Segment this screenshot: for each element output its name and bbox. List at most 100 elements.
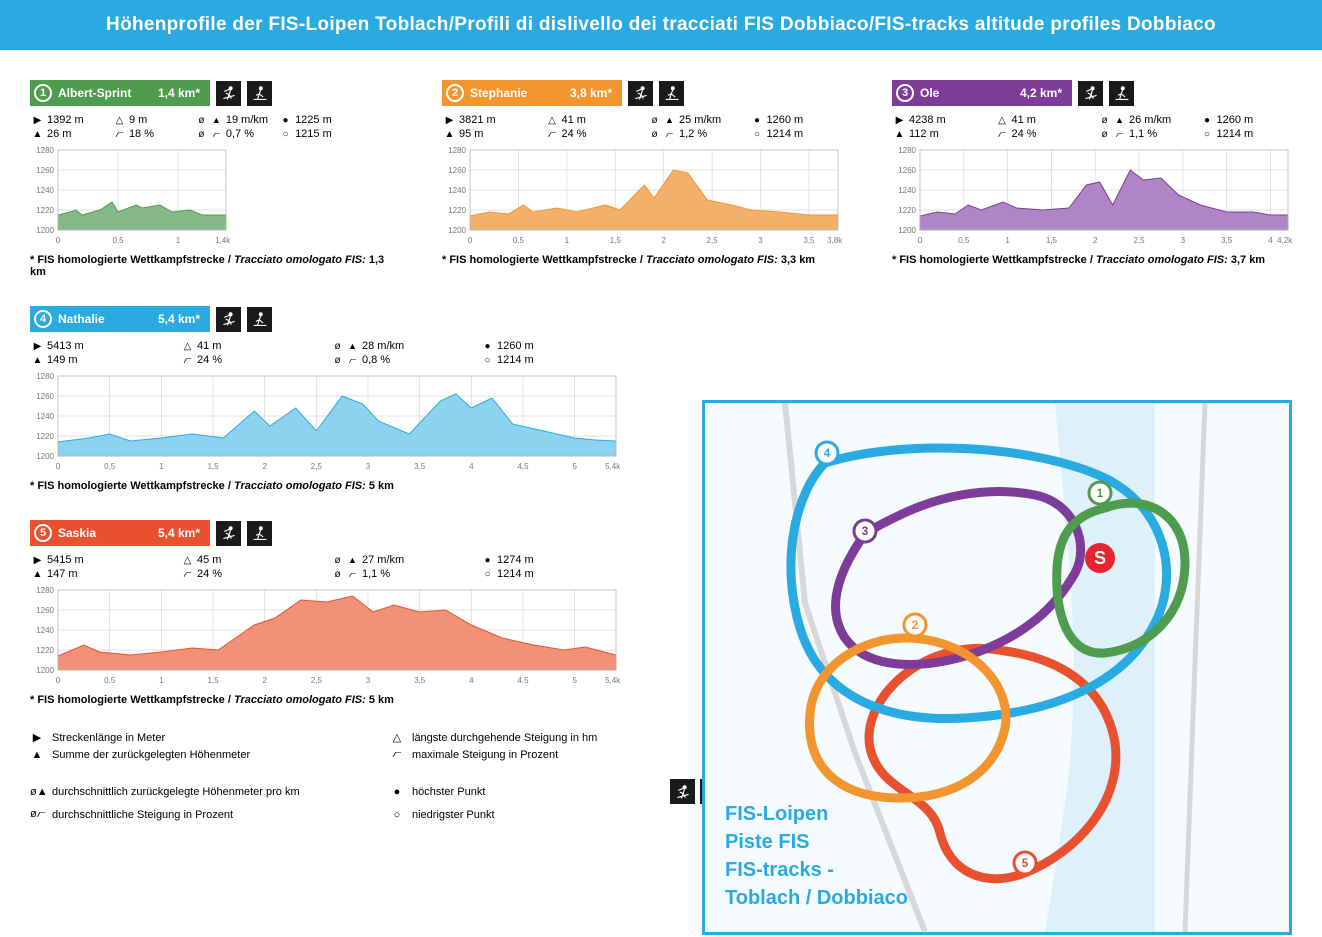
legend-row: ▶Streckenlänge in Meter: [30, 731, 370, 744]
stat-cell: ●1260 m: [1202, 114, 1293, 126]
svg-text:0,5: 0,5: [112, 236, 124, 245]
svg-text:4: 4: [824, 446, 831, 460]
svg-text:2,5: 2,5: [1133, 236, 1145, 245]
stat-cell: △45 m: [182, 554, 320, 566]
svg-text:1,5: 1,5: [207, 462, 219, 471]
svg-text:5: 5: [572, 676, 577, 685]
stat-cell: ○1214 m: [752, 128, 843, 140]
svg-text:0,5: 0,5: [513, 236, 525, 245]
track-title: 3Ole4,2 km*: [892, 80, 1072, 106]
track-title: 1Albert-Sprint1,4 km*: [30, 80, 210, 106]
elevation-chart: 1200122012401260128000,511,4km: [30, 146, 230, 246]
ski-classic-icon: [216, 307, 241, 332]
legend-row: ▲Summe der zurückgelegten Höhenmeter: [30, 748, 370, 761]
stat-cell: △9 m: [114, 114, 184, 126]
svg-text:2,5: 2,5: [311, 676, 323, 685]
svg-text:2: 2: [912, 618, 919, 632]
svg-text:1,4km: 1,4km: [215, 236, 230, 245]
track-2: 2Stephanie3,8 km*▶3821 m△41 mø▲25 m/km●1…: [442, 80, 842, 278]
stat-cell: ⦧24 %: [997, 128, 1088, 140]
stat-cell: ø⦧1,1 %: [1099, 128, 1190, 140]
map-panel: 12345S FIS-LoipenPiste FISFIS-tracks -To…: [702, 400, 1292, 935]
svg-text:1: 1: [1005, 236, 1010, 245]
elevation-chart: 1200122012401260128000,511,522,533,544,5…: [30, 586, 620, 686]
track-footnote: * FIS homologierte Wettkampfstrecke / Tr…: [892, 254, 1292, 266]
stat-cell: ⦧24 %: [182, 568, 320, 580]
svg-text:3: 3: [758, 236, 763, 245]
svg-text:1200: 1200: [36, 452, 54, 461]
stat-cell: ⦧24 %: [182, 354, 320, 366]
svg-text:1260: 1260: [36, 166, 54, 175]
svg-text:4: 4: [469, 676, 474, 685]
svg-text:4,5: 4,5: [517, 676, 529, 685]
stat-cell: ø⦧1,1 %: [332, 568, 470, 580]
track-title: 2Stephanie3,8 km*: [442, 80, 622, 106]
svg-text:0: 0: [918, 236, 923, 245]
stat-cell: ø▲28 m/km: [332, 340, 470, 352]
stat-cell: ○1215 m: [280, 128, 350, 140]
svg-text:1280: 1280: [36, 146, 54, 155]
svg-text:0: 0: [56, 236, 61, 245]
legend-row: ⦧maximale Steigung in Prozent: [390, 748, 650, 761]
svg-text:1280: 1280: [36, 372, 54, 381]
header-title: Höhenprofile der FIS-Loipen Toblach/Prof…: [106, 14, 1216, 35]
stat-cell: ø⦧0,7 %: [196, 128, 268, 140]
stat-cell: ø⦧1,2 %: [649, 128, 740, 140]
svg-text:1: 1: [159, 676, 164, 685]
svg-text:1260: 1260: [448, 166, 466, 175]
stat-cell: ⦧24 %: [547, 128, 638, 140]
svg-text:1260: 1260: [36, 606, 54, 615]
stat-cell: ø▲27 m/km: [332, 554, 470, 566]
svg-text:1: 1: [159, 462, 164, 471]
ski-skate-icon: [659, 81, 684, 106]
svg-text:1260: 1260: [36, 392, 54, 401]
svg-text:3,5: 3,5: [414, 462, 426, 471]
stat-cell: ▶5413 m: [32, 340, 170, 352]
svg-text:0: 0: [56, 676, 61, 685]
ski-classic-icon: [216, 81, 241, 106]
stat-cell: ø⦧0,8 %: [332, 354, 470, 366]
svg-text:2,5: 2,5: [707, 236, 719, 245]
svg-text:1220: 1220: [36, 646, 54, 655]
svg-text:1200: 1200: [898, 226, 916, 235]
svg-text:2,5: 2,5: [311, 462, 323, 471]
svg-text:1240: 1240: [36, 186, 54, 195]
svg-text:1280: 1280: [36, 586, 54, 595]
stat-cell: ▲147 m: [32, 568, 170, 580]
stat-cell: △41 m: [997, 114, 1088, 126]
svg-text:2: 2: [1093, 236, 1098, 245]
legend-row: △längste durchgehende Steigung in hm: [390, 731, 650, 744]
map-title: FIS-LoipenPiste FISFIS-tracks -Toblach /…: [725, 800, 908, 912]
svg-text:3,5: 3,5: [1221, 236, 1233, 245]
ski-skate-icon: [247, 521, 272, 546]
track-stats: ▶1392 m△9 mø▲19 m/km●1225 m▲26 m⦧18 %ø⦧0…: [30, 114, 350, 140]
svg-text:4: 4: [1268, 236, 1273, 245]
ski-classic-icon: [628, 81, 653, 106]
track-footnote: * FIS homologierte Wettkampfstrecke / Tr…: [30, 254, 392, 278]
track-title: 4Nathalie5,4 km*: [30, 306, 210, 332]
stat-cell: ▲95 m: [444, 128, 535, 140]
page-header: Höhenprofile der FIS-Loipen Toblach/Prof…: [0, 0, 1322, 50]
legend-row: ●höchster Punkt: [390, 779, 650, 804]
stat-cell: ●1225 m: [280, 114, 350, 126]
svg-text:2: 2: [661, 236, 666, 245]
legend-row: ○niedrigster Punkt: [390, 808, 650, 821]
svg-text:1260: 1260: [898, 166, 916, 175]
track-stats: ▶3821 m△41 mø▲25 m/km●1260 m▲95 m⦧24 %ø⦧…: [442, 114, 842, 140]
svg-text:4,2km: 4,2km: [1277, 236, 1292, 245]
svg-text:5: 5: [1022, 856, 1029, 870]
stat-cell: △41 m: [182, 340, 320, 352]
track-footnote: * FIS homologierte Wettkampfstrecke / Tr…: [442, 254, 842, 266]
svg-text:3: 3: [1181, 236, 1186, 245]
stat-cell: ○1214 m: [482, 354, 620, 366]
stat-cell: ▲112 m: [894, 128, 985, 140]
svg-text:3,8km: 3,8km: [827, 236, 842, 245]
svg-text:1: 1: [1097, 486, 1104, 500]
stat-cell: ▶1392 m: [32, 114, 102, 126]
track-stats: ▶5413 m△41 mø▲28 m/km●1260 m▲149 m⦧24 %ø…: [30, 340, 620, 366]
stat-cell: ▲26 m: [32, 128, 102, 140]
legend-row: ø▲durchschnittlich zurückgelegte Höhenme…: [30, 779, 370, 804]
svg-text:4: 4: [469, 462, 474, 471]
ski-classic-icon: [216, 521, 241, 546]
svg-text:1: 1: [565, 236, 570, 245]
